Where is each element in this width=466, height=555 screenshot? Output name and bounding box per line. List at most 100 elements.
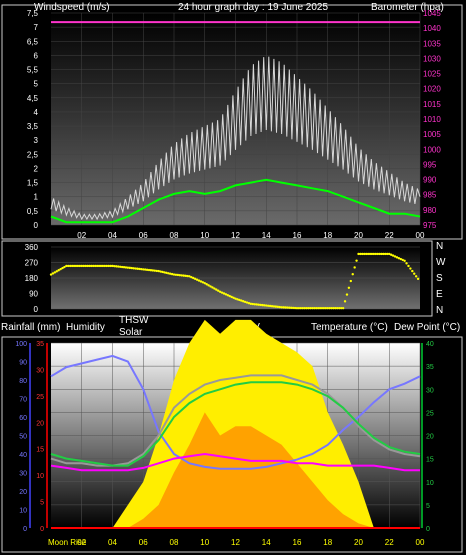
direction-point <box>145 268 149 272</box>
temperature-axis-title: Temperature (°C) <box>311 322 388 333</box>
climate-hour-label: 22 <box>385 538 394 547</box>
direction-point <box>101 264 105 268</box>
rain-tick-label: 35 <box>36 341 44 348</box>
direction-point <box>80 264 83 268</box>
temperature-tick-label: 20 <box>426 434 434 441</box>
direction-point <box>115 265 118 268</box>
humidity-tick-label: 70 <box>19 397 27 404</box>
climate-hour-label: 18 <box>323 538 332 547</box>
climate-hour-label: 00 <box>416 538 425 547</box>
direction-point <box>232 296 235 300</box>
direction-point <box>147 268 151 272</box>
climate-hour-label: 08 <box>170 538 179 547</box>
direction-point <box>168 272 172 275</box>
wind-hour-label: 00 <box>416 231 425 240</box>
direction-point <box>165 271 168 275</box>
direction-point <box>111 264 114 268</box>
direction-point <box>272 305 276 308</box>
direction-point <box>399 257 402 261</box>
direction-point <box>163 271 166 274</box>
direction-point <box>193 277 197 281</box>
humidity-axis-title: Humidity <box>66 322 105 333</box>
temperature-tick-label: 10 <box>426 480 434 487</box>
climate-hour-label: 04 <box>108 538 117 547</box>
climate-hour-label: 06 <box>139 538 148 547</box>
direction-point <box>211 286 214 289</box>
direction-point <box>182 274 185 277</box>
baro-tick-label: 1045 <box>423 9 441 18</box>
direction-point <box>126 266 130 269</box>
direction-point <box>151 269 155 272</box>
temperature-tick-label: 30 <box>426 387 434 394</box>
wind-hour-label: 06 <box>139 231 148 240</box>
direction-point <box>190 275 193 279</box>
direction-point <box>364 252 368 256</box>
wind-tick-label: 2,5 <box>27 150 39 159</box>
direction-point <box>67 264 70 268</box>
direction-point <box>351 273 354 276</box>
humidity-tick-label: 20 <box>19 489 27 496</box>
direction-point <box>382 252 385 256</box>
direction-point <box>224 293 228 296</box>
direction-point <box>213 287 216 290</box>
direction-point <box>107 264 110 268</box>
direction-point <box>180 274 183 277</box>
direction-point <box>393 255 397 258</box>
direction-point <box>230 295 233 299</box>
direction-point <box>266 304 270 307</box>
baro-tick-label: 1010 <box>423 115 441 124</box>
direction-point <box>153 269 156 272</box>
direction-point <box>340 306 343 310</box>
direction-point <box>328 306 331 310</box>
direction-point <box>265 304 268 307</box>
direction-point <box>90 264 93 268</box>
direction-tick-label: 90 <box>29 290 38 299</box>
direction-point <box>372 252 376 256</box>
humidity-tick-label: 100 <box>15 341 27 348</box>
direction-point <box>274 305 278 308</box>
wind-tick-label: 3,5 <box>27 122 39 131</box>
direction-point <box>59 267 62 271</box>
wind-tick-label: 5,5 <box>27 66 39 75</box>
direction-point <box>120 265 124 269</box>
baro-tick-label: 985 <box>423 191 437 200</box>
dewpoint-line <box>50 452 420 472</box>
direction-point <box>69 264 72 268</box>
direction-point <box>315 306 318 310</box>
direction-point <box>122 266 126 269</box>
rainfall-axis-title: Rainfall (mm) <box>1 322 60 333</box>
direction-point <box>234 297 237 300</box>
direction-point <box>389 253 393 256</box>
direction-point <box>218 290 222 293</box>
direction-point <box>82 264 85 268</box>
direction-point <box>243 300 247 304</box>
direction-point <box>259 303 262 307</box>
direction-point <box>253 303 256 306</box>
direction-point <box>374 252 377 256</box>
direction-point <box>157 269 160 273</box>
direction-point <box>113 264 116 268</box>
direction-point <box>405 262 408 265</box>
direction-point <box>316 306 320 310</box>
compass-label: N <box>436 241 443 252</box>
humidity-tick-label: 80 <box>19 378 27 385</box>
direction-point <box>130 266 133 270</box>
direction-point <box>215 288 218 291</box>
direction-point <box>336 306 339 310</box>
direction-point <box>49 273 53 276</box>
direction-point <box>280 306 283 309</box>
wind-panel-frame <box>1 4 463 240</box>
baro-tick-label: 1020 <box>423 85 441 94</box>
direction-point <box>370 252 374 256</box>
direction-point <box>118 265 122 269</box>
wind-tick-label: 3 <box>34 136 39 145</box>
direction-point <box>167 272 170 275</box>
wind-hour-label: 02 <box>77 231 86 240</box>
direction-point <box>84 264 87 268</box>
direction-point <box>176 273 180 277</box>
direction-point <box>220 291 224 294</box>
direction-point <box>247 301 251 305</box>
compass-label: N <box>436 305 443 316</box>
solar-area <box>51 319 420 528</box>
direction-point <box>270 305 274 308</box>
